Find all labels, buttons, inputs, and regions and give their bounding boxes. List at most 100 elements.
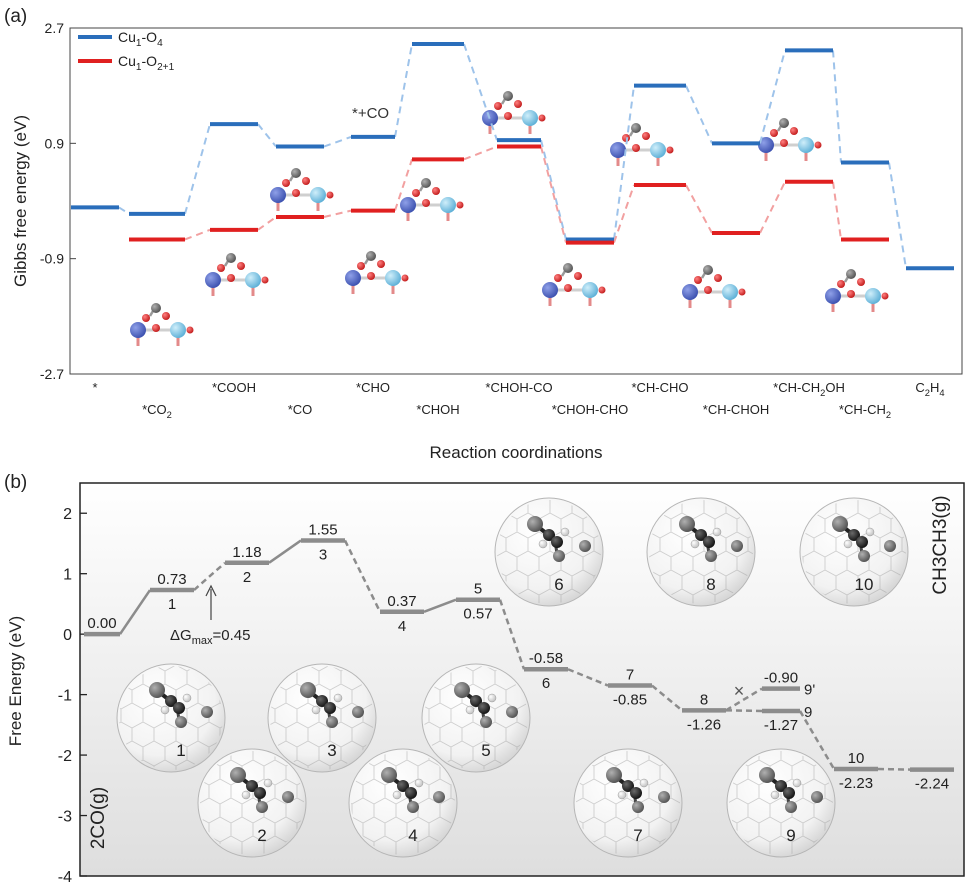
atom	[553, 550, 565, 562]
category-label: *CH-CH2	[839, 402, 891, 420]
state-label: 4	[398, 618, 406, 635]
atom	[407, 801, 419, 813]
atom	[432, 187, 440, 195]
category-label: *CH-CHOH	[703, 402, 769, 417]
graphene-lattice	[649, 500, 753, 604]
atom	[282, 179, 290, 187]
atom	[392, 790, 402, 800]
atom	[246, 780, 258, 792]
y-tick-label: 0	[63, 627, 72, 644]
atom	[714, 274, 722, 282]
atom	[400, 197, 416, 213]
dgmax-text: ΔGmax=0.45	[170, 627, 250, 647]
atom	[456, 201, 464, 209]
connector-1	[394, 159, 413, 211]
panel-a-molecules	[130, 91, 889, 346]
connector	[567, 668, 609, 687]
atom	[658, 791, 670, 803]
atom	[632, 144, 640, 152]
atom	[226, 253, 236, 263]
atom	[256, 801, 268, 813]
panel-b-tag: (b)	[4, 472, 27, 493]
panel-a-categories: **CO2*COOH*CO*CHO*CHOH*CHOH-CO*CHOH-CHO*…	[92, 380, 944, 420]
atom	[311, 705, 321, 715]
atom	[843, 539, 853, 549]
panel-b-end-label: CH3CH3(g)	[930, 495, 951, 594]
atom	[563, 263, 573, 273]
state-label: 10	[848, 750, 865, 767]
atom	[632, 801, 644, 813]
graphene-lattice	[576, 751, 680, 855]
atom	[666, 146, 674, 154]
atom	[798, 137, 814, 153]
atom	[152, 324, 160, 332]
value-label: -2.24	[915, 776, 949, 793]
panel-a-tag: (a)	[4, 6, 27, 27]
structure-bubble-4: 4	[348, 748, 458, 858]
panel-b-connectors	[118, 539, 911, 771]
atom	[857, 278, 865, 286]
structure-label: 1	[176, 741, 185, 760]
adsorbate-structure	[205, 253, 269, 296]
atom	[494, 102, 502, 110]
panel-a-annotation: *+CO	[352, 105, 389, 122]
atom	[682, 284, 698, 300]
atom	[506, 706, 518, 718]
structure-label: 5	[481, 741, 490, 760]
connector	[725, 687, 763, 712]
dgmax-annotation: ΔGmax=0.45	[170, 584, 250, 647]
atom	[704, 286, 712, 294]
structure-label: 6	[554, 575, 563, 594]
panel-b-labels: 0.00 0.73 1 1.18 2 1.55 3 0.37 4 0.57 5 -0.58 6 -0.85…	[87, 521, 949, 792]
y-tick-label: 0.9	[45, 135, 65, 151]
atom	[478, 702, 490, 714]
state-label: 6	[542, 675, 550, 692]
atom	[832, 516, 848, 532]
atom	[352, 706, 364, 718]
atom	[173, 702, 185, 714]
connector-0	[613, 85, 635, 240]
category-label: *CHO	[356, 380, 390, 395]
value-label: 0.73	[157, 571, 186, 588]
connector-0	[394, 43, 413, 138]
atom	[241, 790, 251, 800]
category-label: C2H4	[915, 380, 944, 398]
connector	[498, 599, 526, 670]
connector-0	[685, 85, 713, 144]
atom	[712, 527, 722, 537]
atom	[292, 189, 300, 197]
atom	[333, 693, 343, 703]
atom	[792, 778, 802, 788]
atom	[227, 274, 235, 282]
value-label: -0.58	[529, 650, 563, 667]
atom	[345, 270, 361, 286]
panel-a-x-axis-label: Reaction coordinations	[430, 443, 603, 462]
connector-0	[832, 50, 842, 163]
atom	[470, 695, 482, 707]
atom	[440, 197, 456, 213]
structure-bubble-1: 1	[116, 663, 226, 773]
graphene-lattice	[119, 666, 223, 770]
atom	[695, 529, 707, 541]
atom	[316, 695, 328, 707]
atom	[881, 292, 889, 300]
structure-bubble-9: 9	[726, 748, 836, 858]
structure-label: 3	[327, 741, 336, 760]
state-label: 7	[626, 667, 634, 684]
atom	[560, 527, 570, 537]
atom	[454, 682, 470, 698]
panel-a: (a) 2.7 0.9 -0.9 -2.7 * *CO2 *COOH *CO *CHO *CHO…	[4, 6, 963, 462]
atom	[582, 282, 598, 298]
structure-label: 7	[633, 826, 642, 845]
atom	[160, 705, 170, 715]
connector	[877, 767, 911, 771]
atom	[865, 527, 875, 537]
value-label: -0.85	[613, 692, 647, 709]
atom	[848, 529, 860, 541]
atom	[201, 706, 213, 718]
structure-label: 4	[408, 826, 417, 845]
atom	[690, 539, 700, 549]
atom	[722, 284, 738, 300]
